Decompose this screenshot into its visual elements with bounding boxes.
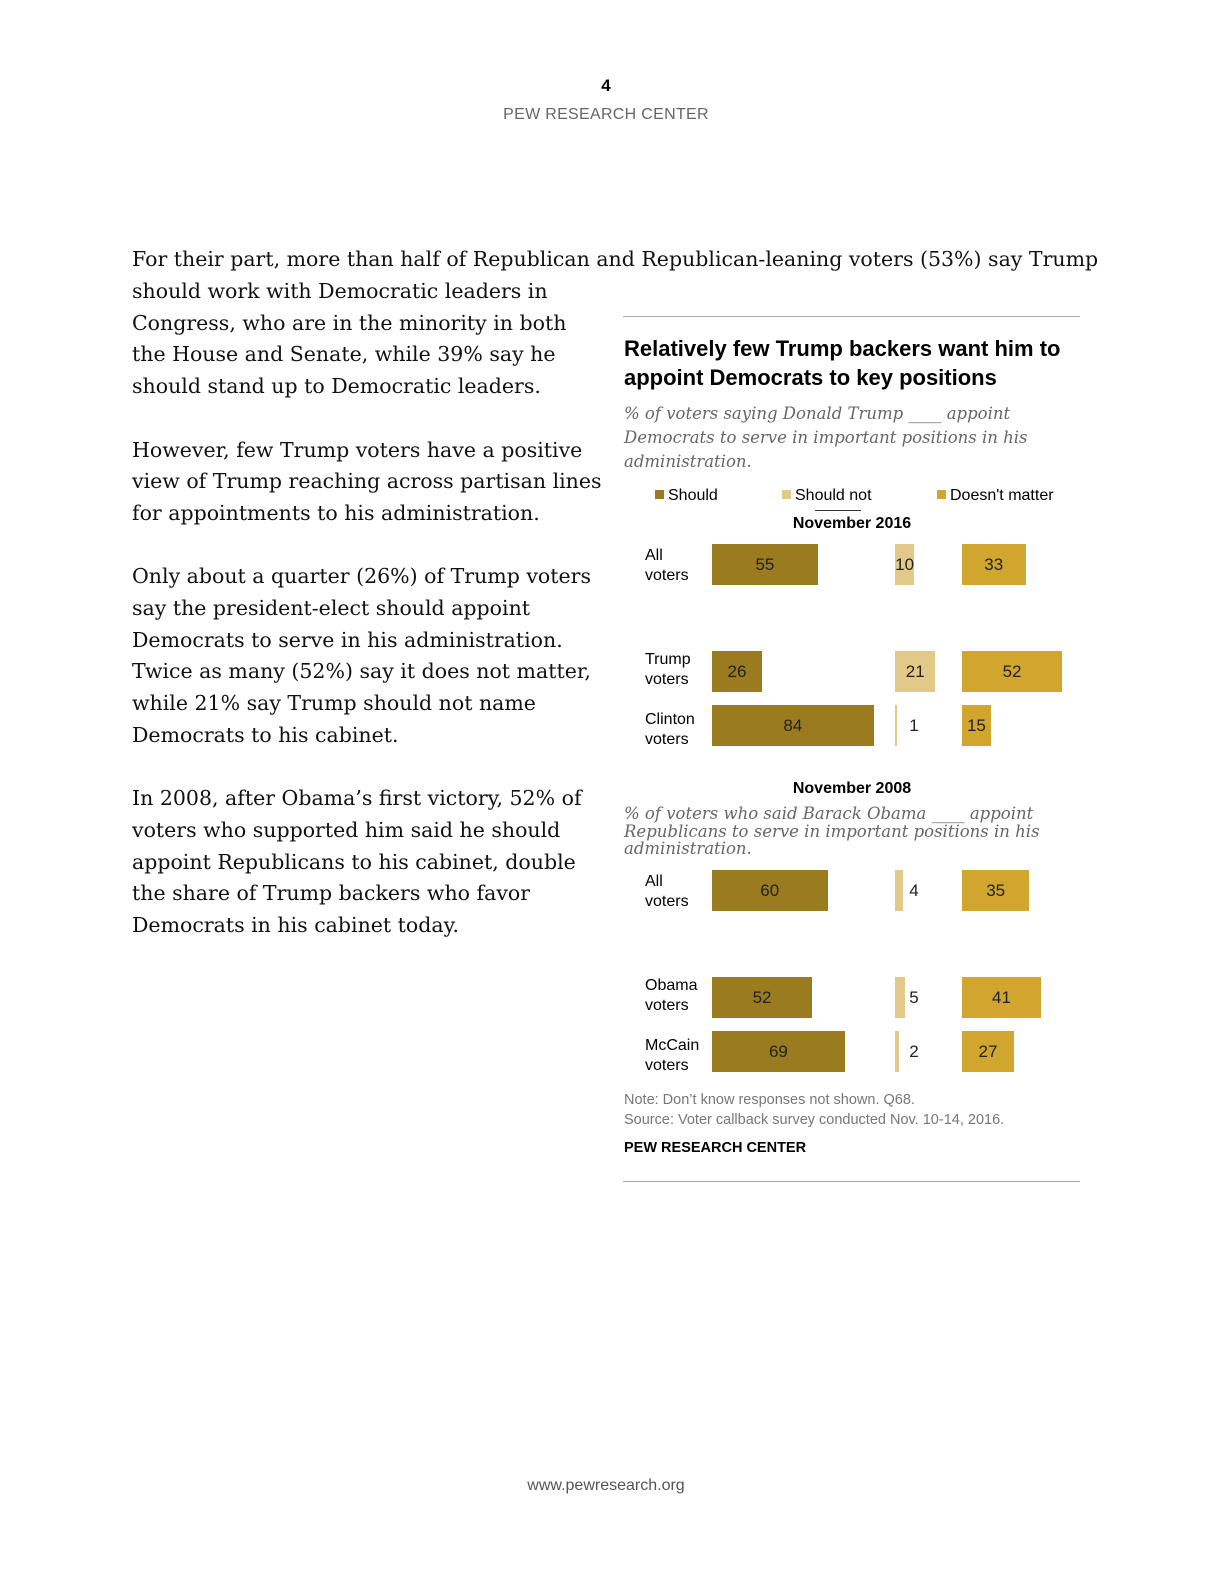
bar-should-not [895,977,905,1018]
bar-value-label: 2 [909,1041,919,1061]
bar-value-label: 21 [905,661,925,681]
bar-value-label: 84 [783,715,803,735]
bar-should [712,651,763,692]
bar-value-label: 1 [909,715,919,735]
row-label: Clinton voters [645,711,695,748]
page-number: 4 [601,76,611,95]
bar-should [712,544,818,585]
bar-should-not [895,870,903,911]
bar-doesnt-matter [962,870,1030,911]
chart-top-rule [623,316,1080,317]
bar-doesnt-matter [962,651,1063,692]
bar-value-label: 60 [760,880,780,900]
paragraph-3: Only about a quarter (26%) of Trump vote… [132,564,591,747]
bar-value-label: 27 [978,1041,998,1061]
bar-value-label: 10 [895,554,915,574]
bar-should [712,977,813,1018]
bar-should-not [895,651,936,692]
bar-value-label: 4 [909,880,919,900]
chart-credit: PEW RESEARCH CENTER [624,1140,807,1156]
body-column: should work with Democratic leaders in C… [132,276,602,973]
bar-doesnt-matter [962,544,1026,585]
legend-should: Should [655,487,718,505]
bar-value-label: 52 [1002,661,1022,681]
legend-swatch-should-not [782,490,791,499]
row-label: All voters [645,873,689,910]
paragraph-1: should work with Democratic leaders in C… [132,279,567,399]
row-label: Trump voters [645,651,691,688]
bar-should-not [895,544,915,585]
row-label: Obama voters [645,977,698,1014]
chart-source: Source: Voter callback survey conducted … [624,1112,1005,1128]
chart-bottom-rule [623,1181,1080,1182]
chart-subtitle-2008: % of voters who said Barack Obama ____ a… [624,804,1040,858]
section-heading-2016: November 2016 [792,515,912,532]
bar-value-label: 5 [909,987,919,1007]
bar-value-label: 33 [984,554,1004,574]
bar-doesnt-matter [962,977,1041,1018]
legend-label-should: Should [668,487,718,504]
legend-swatch-doesnt-matter [937,490,946,499]
bar-doesnt-matter [962,1031,1014,1072]
bar-value-label: 35 [986,880,1006,900]
bar-should [712,1031,845,1072]
bar-value-label: 26 [727,661,747,681]
paragraph-2: However, few Trump voters have a positiv… [132,437,602,525]
bar-value-label: 52 [752,987,772,1007]
bar-value-label: 69 [768,1041,788,1061]
bar-should-not [895,705,897,746]
paragraph-4: In 2008, after Obama’s first victory, 52… [132,786,582,938]
section-heading-2008: November 2008 [792,780,912,797]
chart-notes: Note: Don’t know responses not shown. Q6… [624,1090,1084,1130]
bar-should [712,705,874,746]
legend-label-should-not: Should not [795,487,872,504]
bar-should-not [895,1031,899,1072]
row-label: All voters [645,547,689,584]
legend-underline [815,510,861,511]
legend-doesnt-matter: Doesn't matter [937,487,1054,505]
chart-note: Note: Don’t know responses not shown. Q6… [624,1092,915,1108]
chart-subtitle-2016: % of voters saying Donald Trump ____ app… [624,404,1028,471]
bar-value-label: 55 [755,554,775,574]
legend-should-not: Should not [782,487,872,505]
bar-value-label: 41 [991,987,1011,1007]
footer-url: www.pewresearch.org [527,1477,685,1494]
row-label: McCain voters [645,1037,700,1074]
lead-sentence: For their part, more than half of Republ… [132,247,1099,271]
bar-doesnt-matter [962,705,991,746]
bar-value-label: 15 [966,715,986,735]
header-organization: PEW RESEARCH CENTER [503,106,709,123]
legend-swatch-should [655,490,664,499]
chart-title: Relatively few Trump backers want him to… [624,336,1061,390]
legend-label-doesnt-matter: Doesn't matter [950,487,1054,504]
bar-should [712,870,828,911]
